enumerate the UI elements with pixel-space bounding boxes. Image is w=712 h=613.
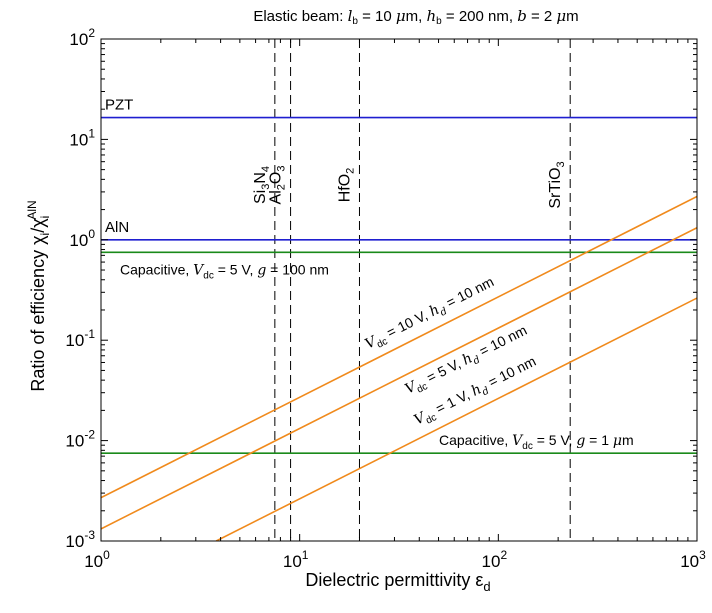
aln-label: AlN — [105, 219, 129, 236]
y-tick-label: 10-2 — [65, 428, 95, 451]
y-tick-label: 102 — [69, 26, 95, 49]
material-label-2: HfO2 — [336, 168, 356, 203]
plot-area — [101, 39, 697, 541]
x-tick-label: 103 — [680, 548, 706, 571]
x-tick-label: 102 — [482, 548, 508, 571]
pzt-label: PZT — [105, 97, 133, 114]
y-axis-label: Ratio of efficiency χi/χiAlN — [25, 200, 52, 391]
x-tick-label: 101 — [283, 548, 309, 571]
y-tick-label: 100 — [69, 227, 95, 250]
y-tick-label: 10-3 — [65, 528, 95, 551]
x-tick-label: 100 — [84, 548, 110, 571]
x-axis-label: Dielectric permittivity εd — [305, 570, 490, 594]
material-label-0: Si3N4 — [252, 166, 272, 204]
material-label-1: Al2O3 — [268, 166, 288, 205]
y-tick-label: 101 — [69, 126, 95, 149]
series-label-10v: Vdc = 10 V, hd = 10 nm — [362, 273, 498, 355]
capacitive-100nm-label: Capacitive, Vdc = 5 V, g = 100 nm — [120, 261, 329, 281]
chart-title: Elastic beam: lb = 10 μm, hb = 200 nm, b… — [253, 7, 578, 27]
series-line-1 — [101, 226, 697, 530]
y-tick-label: 10-1 — [65, 327, 95, 350]
capacitive-1um-label: Capacitive, Vdc = 5 V, g = 1 μm — [439, 432, 634, 452]
material-label-3: SrTiO3 — [547, 161, 567, 208]
axes-frame — [100, 38, 698, 542]
series-line-2 — [215, 297, 697, 541]
series-line-0 — [101, 195, 697, 499]
